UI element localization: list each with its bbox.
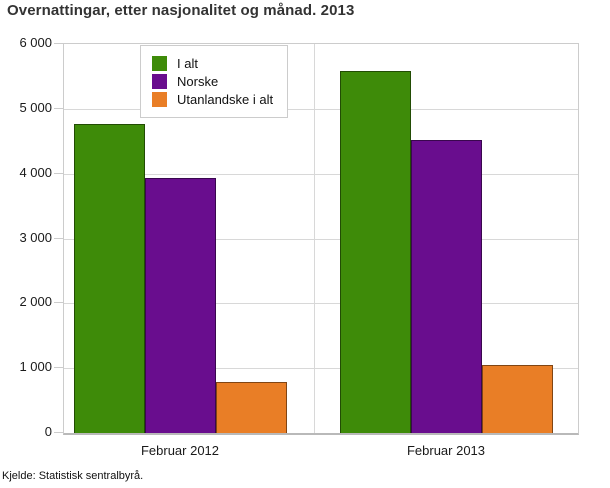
gridline-5000: [64, 109, 578, 110]
bar-norske-februar-2012: [145, 178, 216, 433]
y-tick-3000: [54, 238, 63, 239]
gridline-4000: [64, 174, 578, 175]
legend: I alt Norske Utanlandske i alt: [140, 45, 289, 118]
category-separator-gridline: [314, 44, 315, 433]
y-tick-1000: [54, 367, 63, 368]
y-axis-label-0: 0: [44, 424, 52, 439]
gridline-2000: [64, 303, 578, 304]
y-axis-label-1000: 1 000: [19, 359, 52, 374]
y-axis-label-5000: 5 000: [19, 100, 52, 115]
legend-swatch-icon: [152, 92, 167, 107]
legend-label: Norske: [177, 74, 219, 89]
y-axis-label-2000: 2 000: [19, 294, 52, 309]
plot-area: I alt Norske Utanlandske i alt: [63, 43, 579, 435]
bar-i-alt-februar-2013: [340, 71, 411, 433]
bar-utanlandske-i-alt-februar-2013: [482, 365, 553, 433]
source-note: Kjelde: Statistisk sentralbyrå.: [2, 470, 144, 482]
y-tick-6000: [54, 43, 63, 44]
legend-label: I alt: [177, 56, 198, 71]
y-tick-0: [54, 432, 63, 433]
y-axis-label-6000: 6 000: [19, 35, 52, 50]
bar-norske-februar-2013: [411, 140, 482, 433]
y-axis-label-3000: 3 000: [19, 230, 52, 245]
legend-item-2: Utanlandske i alt: [152, 92, 273, 107]
x-axis-label-februar-2013: Februar 2013: [406, 443, 486, 458]
bar-i-alt-februar-2012: [74, 124, 145, 433]
y-tick-5000: [54, 108, 63, 109]
legend-swatch-icon: [152, 56, 167, 71]
y-tick-4000: [54, 173, 63, 174]
gridline-3000: [64, 239, 578, 240]
x-axis-label-februar-2012: Februar 2012: [140, 443, 220, 458]
y-axis-label-4000: 4 000: [19, 165, 52, 180]
legend-label: Utanlandske i alt: [177, 92, 274, 107]
legend-swatch-icon: [152, 74, 167, 89]
gridline-1000: [64, 368, 578, 369]
chart-title: Overnattingar, etter nasjonalitet og mån…: [7, 2, 355, 19]
y-tick-2000: [54, 302, 63, 303]
legend-item-0: I alt: [152, 56, 273, 71]
bar-utanlandske-i-alt-februar-2012: [216, 382, 287, 433]
legend-items: I alt Norske Utanlandske i alt: [152, 56, 273, 107]
legend-item-1: Norske: [152, 74, 273, 89]
